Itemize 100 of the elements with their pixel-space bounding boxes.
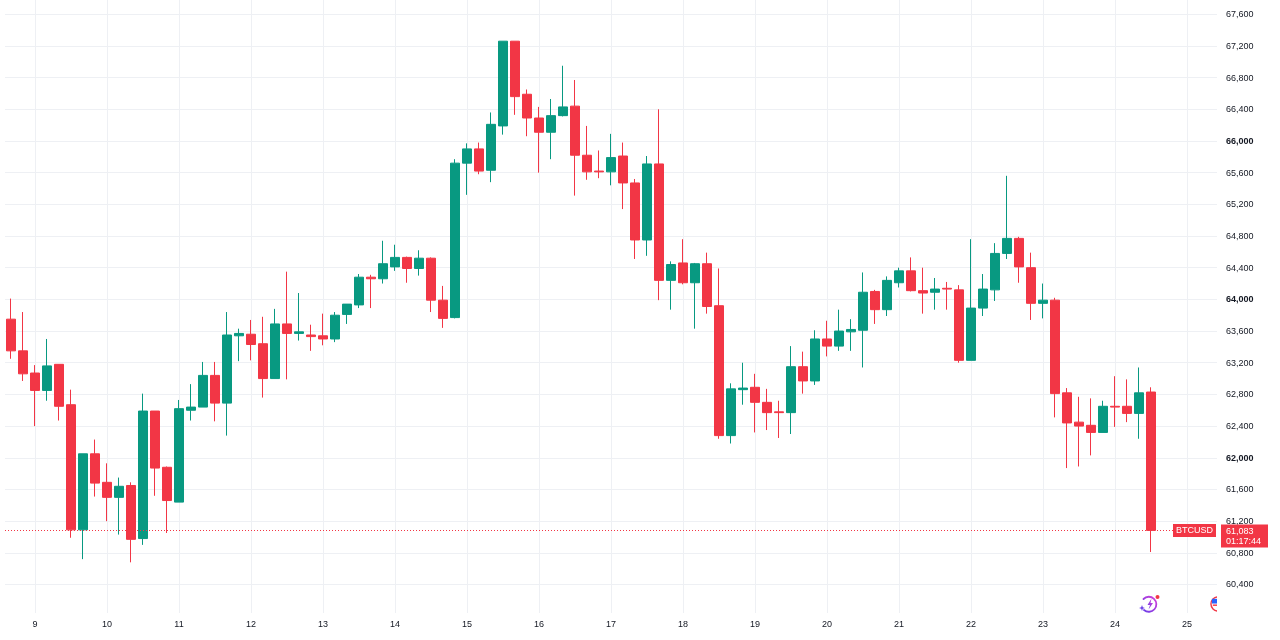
candlestick: [894, 267, 904, 288]
y-tick-label: 65,600: [1226, 167, 1254, 178]
x-tick-label: 22: [965, 618, 977, 629]
y-tick-label: 61,200: [1226, 516, 1254, 527]
candlestick: [1134, 366, 1144, 440]
x-tick-label: 16: [533, 618, 545, 629]
candlestick: [606, 133, 616, 186]
candlestick: [570, 79, 580, 197]
y-tick-label: 62,400: [1226, 421, 1254, 432]
candlestick: [486, 111, 496, 183]
candlestick: [726, 382, 736, 445]
candlestick: [78, 453, 88, 560]
candlestick: [714, 267, 724, 440]
candlestick: [690, 262, 700, 330]
candlestick: [498, 40, 508, 136]
candlestick: [678, 238, 688, 285]
y-tick-label: 67,600: [1226, 9, 1254, 20]
x-tick-label: 17: [605, 618, 617, 629]
candlestick: [822, 320, 832, 357]
x-tick-label: 24: [1109, 618, 1121, 629]
candlestick: [54, 363, 64, 422]
candlestick: [186, 383, 196, 422]
candlestick: [630, 178, 640, 260]
candlestick: [534, 106, 544, 174]
y-tick-label: 60,800: [1226, 547, 1254, 558]
candlestick: [702, 252, 712, 315]
candlestick: [1074, 396, 1084, 467]
candlestick: [774, 400, 784, 439]
candlestick: [18, 311, 28, 382]
candlestick: [966, 238, 976, 361]
candlestick: [30, 364, 40, 427]
x-tick-label: 25: [1181, 618, 1193, 629]
candlestick: [990, 242, 1000, 302]
candlestick: [810, 329, 820, 386]
candlestick: [222, 311, 232, 437]
candlestick: [246, 319, 256, 361]
candlestick: [654, 108, 664, 301]
candlestick: [138, 393, 148, 546]
text: 61,083: [1226, 525, 1254, 536]
candlestick: [1038, 283, 1048, 319]
candlestick: [798, 351, 808, 395]
x-tick-label: 14: [389, 618, 401, 629]
candlestick: [354, 273, 364, 309]
candlestick: [90, 439, 100, 498]
candlestick: [258, 316, 268, 399]
candlestick: [174, 399, 184, 503]
candlestick: [846, 318, 856, 352]
x-tick-label: 18: [677, 618, 689, 629]
candlestick: [102, 462, 112, 522]
candlestick: [1062, 387, 1072, 469]
y-tick-label: 67,200: [1226, 40, 1254, 51]
x-tick-label: 23: [1037, 618, 1049, 629]
candlestick: [510, 40, 520, 116]
candlestick: [906, 256, 916, 292]
x-tick-label: 11: [174, 618, 184, 629]
x-tick-label: 21: [893, 618, 905, 629]
candlestick: [1110, 375, 1120, 428]
candlestick: [750, 373, 760, 433]
candlestick: [414, 249, 424, 277]
candlestick: [1002, 175, 1012, 260]
candlestick: [282, 271, 292, 380]
candlestick: [870, 289, 880, 325]
candlestick: [858, 271, 868, 368]
x-tick-label: 15: [461, 618, 473, 629]
candlestick: [1026, 252, 1036, 321]
candlestick: [834, 309, 844, 352]
y-tick-label: 60,400: [1226, 579, 1254, 590]
candlestick: [450, 158, 460, 319]
candlestick: [198, 361, 208, 408]
x-tick-label: 13: [317, 618, 329, 629]
candlestick: [318, 313, 328, 346]
y-tick-label: 66,800: [1226, 72, 1254, 83]
candlestick: [234, 328, 244, 362]
candlestick: [474, 142, 484, 175]
candlestick: [918, 267, 928, 315]
y-tick-label: 66,400: [1226, 104, 1254, 115]
candlestick: [270, 308, 280, 380]
y-tick-label: 64,000: [1226, 294, 1254, 305]
candlestick: [618, 142, 628, 210]
candlestick: [546, 98, 556, 160]
candlestick: [426, 256, 436, 313]
candlestick: [342, 303, 352, 325]
candlestick: [6, 298, 16, 360]
candlestick: [366, 274, 376, 309]
text: 01:17:44: [1226, 536, 1262, 547]
x-tick-label: 12: [245, 618, 257, 629]
y-tick-label: 63,200: [1226, 357, 1254, 368]
candlestick: [42, 338, 52, 402]
candlestick: [150, 410, 160, 497]
candlestick: [1122, 378, 1132, 423]
candlestick: [582, 125, 592, 181]
candlestick: [306, 324, 316, 352]
candlestick: [294, 292, 304, 342]
candlestick: [462, 142, 472, 196]
x-tick-label: 9: [32, 618, 38, 629]
ref-line-label: BTCUSD: [1175, 525, 1214, 536]
x-tick-label: 20: [821, 618, 833, 629]
candlestick: [330, 311, 340, 343]
candlestick: [438, 285, 448, 329]
candlestick: [1098, 400, 1108, 433]
